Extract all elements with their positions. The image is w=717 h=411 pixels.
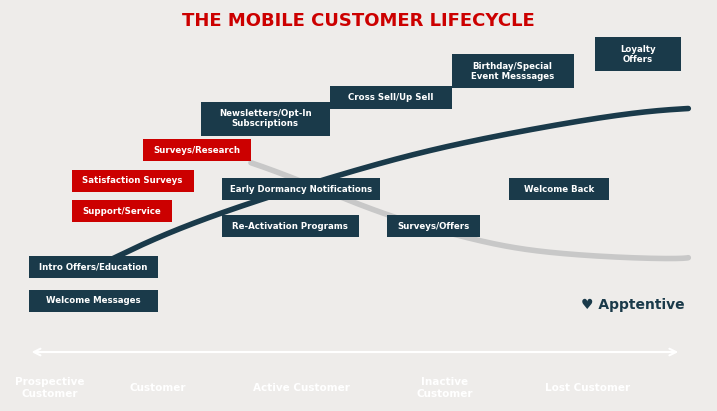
Text: Support/Service: Support/Service bbox=[82, 207, 161, 216]
Text: Surveys/Research: Surveys/Research bbox=[153, 145, 241, 155]
Text: Loyalty
Offers: Loyalty Offers bbox=[620, 44, 656, 64]
Text: Newsletters/Opt-In
Subscriptions: Newsletters/Opt-In Subscriptions bbox=[219, 109, 312, 128]
FancyBboxPatch shape bbox=[222, 178, 380, 200]
Text: Intro Offers/Education: Intro Offers/Education bbox=[39, 263, 148, 272]
FancyBboxPatch shape bbox=[452, 54, 574, 88]
Text: Welcome Messages: Welcome Messages bbox=[46, 296, 141, 305]
FancyBboxPatch shape bbox=[201, 102, 330, 136]
Text: ♥ Apptentive: ♥ Apptentive bbox=[581, 298, 685, 312]
Text: Cross Sell/Up Sell: Cross Sell/Up Sell bbox=[348, 93, 434, 102]
Text: Early Dormancy Notifications: Early Dormancy Notifications bbox=[230, 185, 372, 194]
Text: Customer: Customer bbox=[130, 383, 186, 393]
FancyBboxPatch shape bbox=[330, 86, 452, 109]
FancyBboxPatch shape bbox=[387, 215, 480, 237]
FancyBboxPatch shape bbox=[595, 37, 681, 71]
Text: Lost Customer: Lost Customer bbox=[546, 383, 630, 393]
Text: Prospective
Customer: Prospective Customer bbox=[16, 377, 85, 399]
Text: Welcome Back: Welcome Back bbox=[524, 185, 594, 194]
FancyBboxPatch shape bbox=[29, 290, 158, 312]
FancyBboxPatch shape bbox=[72, 169, 194, 192]
Text: Satisfaction Surveys: Satisfaction Surveys bbox=[82, 176, 183, 185]
Text: Re-Activation Programs: Re-Activation Programs bbox=[232, 222, 348, 231]
Text: Inactive
Customer: Inactive Customer bbox=[417, 377, 473, 399]
Text: Birthday/Special
Event Messsages: Birthday/Special Event Messsages bbox=[471, 62, 554, 81]
Text: Surveys/Offers: Surveys/Offers bbox=[398, 222, 470, 231]
Text: Active Customer: Active Customer bbox=[252, 383, 350, 393]
FancyBboxPatch shape bbox=[222, 215, 358, 237]
FancyBboxPatch shape bbox=[29, 256, 158, 278]
FancyBboxPatch shape bbox=[509, 178, 609, 200]
Text: THE MOBILE CUSTOMER LIFECYCLE: THE MOBILE CUSTOMER LIFECYCLE bbox=[182, 12, 535, 30]
FancyBboxPatch shape bbox=[72, 200, 172, 222]
FancyBboxPatch shape bbox=[143, 139, 251, 161]
